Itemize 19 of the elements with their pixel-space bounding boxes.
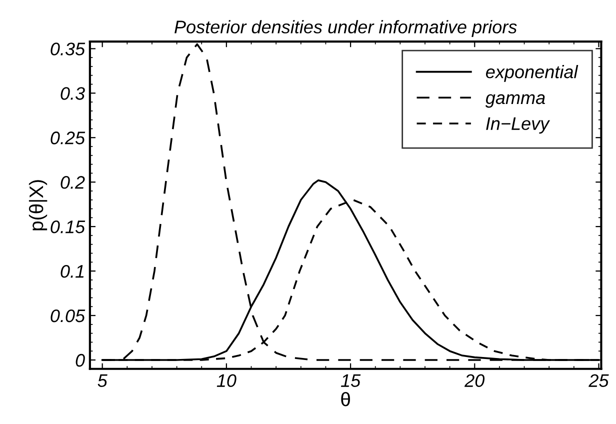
x-tick-label: 10 — [216, 374, 236, 388]
chart-title: Posterior densities under informative priors — [174, 20, 517, 37]
y-tick-label: 0.1 — [60, 264, 84, 278]
y-tick-label: 0.25 — [50, 132, 86, 144]
legend-label: exponential — [486, 65, 578, 82]
x-tick-label: 25 — [588, 374, 609, 388]
y-tick-label: 0.3 — [60, 87, 85, 100]
y-axis-title: p(θ|X) — [28, 180, 48, 230]
x-axis-title: θ — [341, 392, 350, 406]
x-tick-label: 15 — [340, 374, 361, 388]
y-tick-label: 0 — [76, 354, 85, 367]
y-tick-label: 0.2 — [60, 176, 85, 189]
x-tick-label: 20 — [464, 374, 485, 388]
legend-label: In−Levy — [486, 117, 550, 134]
y-tick-label: 0.15 — [50, 220, 86, 234]
y-tick-label: 0.05 — [50, 309, 86, 322]
x-tick-label: 5 — [98, 374, 108, 388]
y-tick-label: 0.35 — [50, 42, 86, 56]
legend-label: gamma — [485, 94, 545, 108]
